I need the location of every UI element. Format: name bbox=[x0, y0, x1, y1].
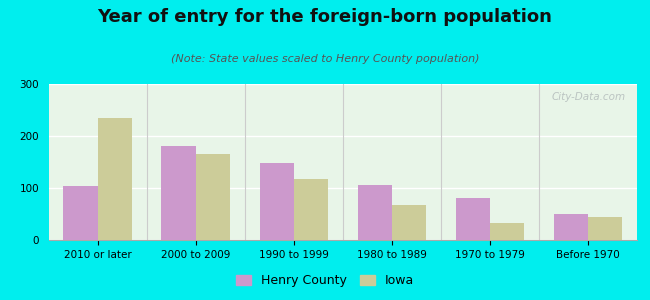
Text: (Note: State values scaled to Henry County population): (Note: State values scaled to Henry Coun… bbox=[171, 54, 479, 64]
Text: Year of entry for the foreign-born population: Year of entry for the foreign-born popul… bbox=[98, 8, 552, 26]
Bar bbox=[456, 198, 490, 240]
Bar bbox=[490, 223, 525, 240]
Legend: Henry County, Iowa: Henry County, Iowa bbox=[231, 269, 419, 292]
Bar bbox=[554, 214, 588, 240]
Bar bbox=[98, 118, 132, 240]
Bar bbox=[294, 179, 328, 240]
Bar bbox=[588, 217, 622, 240]
Bar bbox=[358, 185, 392, 240]
Bar bbox=[392, 205, 426, 240]
Bar bbox=[259, 163, 294, 240]
Bar bbox=[161, 146, 196, 240]
Text: City-Data.com: City-Data.com bbox=[551, 92, 625, 102]
Bar bbox=[196, 154, 230, 240]
Bar bbox=[64, 186, 98, 240]
